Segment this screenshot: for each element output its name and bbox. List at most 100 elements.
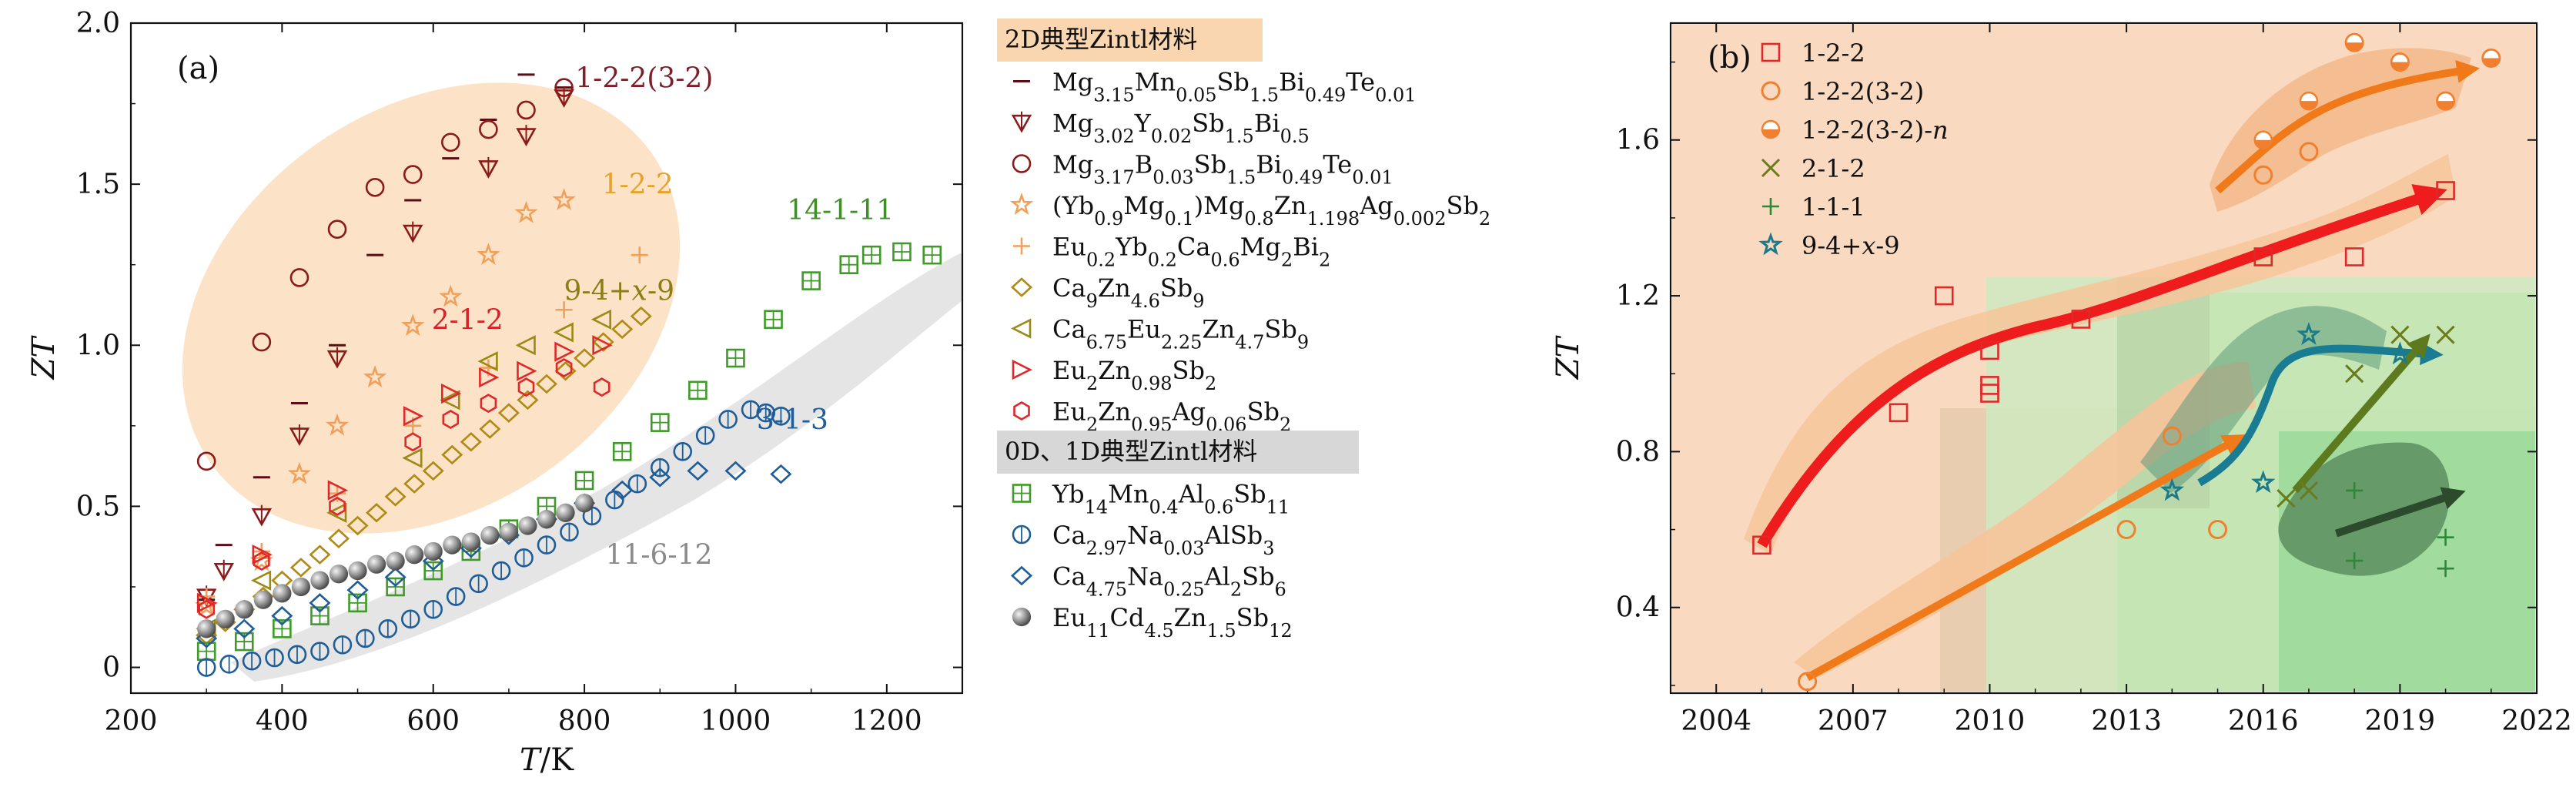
data-point bbox=[517, 390, 539, 411]
legend-label: Ca9Zn4.6Sb9 bbox=[1052, 273, 1205, 312]
data-point bbox=[2299, 91, 2319, 111]
data-point bbox=[403, 406, 424, 427]
data-point bbox=[695, 426, 715, 445]
data-point bbox=[356, 628, 375, 648]
legend-label: Eu11Cd4.5Zn1.5Sb12 bbox=[1052, 603, 1293, 642]
x-tick-label: 600 bbox=[406, 705, 460, 737]
data-point bbox=[724, 461, 747, 481]
data-point bbox=[2344, 33, 2364, 52]
y-tick-label: 1.0 bbox=[76, 330, 120, 361]
data-point bbox=[650, 413, 670, 432]
legend-marker bbox=[1012, 484, 1032, 503]
legend-label: Ca6.75Eu2.25Zn4.7Sb9 bbox=[1052, 315, 1309, 354]
data-point bbox=[250, 570, 272, 591]
series-Eu11Cd4.5Zn1.5Sb12 bbox=[197, 494, 594, 638]
data-point bbox=[861, 245, 882, 265]
legend-marker bbox=[1758, 232, 1783, 256]
data-point bbox=[592, 335, 613, 356]
data-point bbox=[326, 347, 348, 369]
data-point bbox=[198, 599, 215, 619]
data-point bbox=[537, 510, 557, 529]
y-tick-label: 1.5 bbox=[76, 169, 120, 200]
data-point bbox=[2208, 520, 2228, 540]
annotation-label: 2-1-2 bbox=[432, 304, 503, 336]
legend-marker bbox=[1009, 193, 1034, 215]
data-point bbox=[271, 605, 293, 626]
legend-label: Eu2Zn0.98Sb2 bbox=[1052, 356, 1216, 394]
data-point bbox=[535, 374, 558, 394]
band-1-2-2 bbox=[1744, 154, 2456, 555]
legend-label: 1-1-1 bbox=[1802, 193, 1865, 222]
data-point bbox=[593, 377, 611, 397]
data-point bbox=[1980, 340, 1999, 360]
data-point bbox=[574, 471, 594, 491]
data-point bbox=[764, 310, 783, 330]
data-point bbox=[2344, 247, 2364, 266]
legend-label: Yb14Mn0.4Al0.6Sb11 bbox=[1052, 480, 1290, 518]
data-point bbox=[386, 551, 405, 571]
annotation-label: 14-1-11 bbox=[787, 195, 894, 226]
data-point bbox=[2436, 91, 2455, 111]
data-point bbox=[611, 480, 634, 501]
data-point bbox=[253, 590, 273, 609]
data-point bbox=[612, 441, 632, 461]
legend-marker bbox=[1012, 607, 1032, 627]
legend-label: Ca4.75Na0.25Al2Sb6 bbox=[1052, 562, 1286, 601]
data-point bbox=[366, 555, 386, 574]
data-point bbox=[649, 467, 671, 488]
trend-arrow-1-2-2 bbox=[1757, 184, 2447, 548]
data-point bbox=[515, 335, 536, 356]
data-point bbox=[517, 360, 537, 381]
data-point bbox=[514, 548, 534, 568]
data-point bbox=[196, 642, 216, 661]
x-tick-label: 2010 bbox=[1955, 705, 2026, 737]
legend-label: 9-4+x-9 bbox=[1802, 231, 1900, 260]
legend-label: 1-2-2(3-2)-n bbox=[1802, 116, 1949, 145]
legend-label: 1-2-2 bbox=[1802, 39, 1865, 68]
data-point bbox=[477, 243, 500, 265]
data-point bbox=[405, 545, 424, 565]
data-point bbox=[363, 365, 387, 388]
data-point bbox=[329, 496, 346, 516]
data-point bbox=[553, 322, 574, 343]
data-point bbox=[590, 309, 611, 330]
data-point bbox=[1934, 286, 1954, 306]
annotation-label: 3-1-3 bbox=[757, 404, 828, 436]
data-point bbox=[479, 119, 498, 139]
data-point bbox=[2299, 142, 2319, 162]
legend-marker bbox=[1010, 565, 1033, 586]
data-point bbox=[726, 348, 745, 368]
data-point bbox=[326, 502, 347, 523]
region-2d-zintl bbox=[182, 82, 681, 534]
panel-b: 2004 2007 2010 2013 2016 2019 2022 0.4 0.8 1.2 1.6… bbox=[1551, 22, 2572, 737]
data-point bbox=[2159, 478, 2185, 501]
data-point bbox=[219, 655, 239, 674]
data-point bbox=[403, 474, 426, 494]
legend-marker bbox=[1761, 119, 1781, 139]
data-point bbox=[442, 409, 460, 430]
data-point bbox=[461, 532, 480, 551]
data-point bbox=[480, 394, 497, 414]
data-point bbox=[327, 528, 350, 548]
data-point bbox=[404, 432, 421, 452]
data-point bbox=[346, 515, 369, 536]
y-axis-label: ZT bbox=[26, 334, 62, 380]
data-point bbox=[1752, 535, 1771, 555]
x-tick-label: 200 bbox=[105, 705, 158, 737]
trend-arrow-1-1-1 bbox=[2334, 487, 2466, 538]
data-point bbox=[234, 632, 254, 652]
data-point bbox=[556, 503, 575, 522]
legend-marker bbox=[1012, 154, 1032, 173]
data-point bbox=[378, 619, 398, 638]
data-point bbox=[2277, 489, 2296, 508]
data-point bbox=[518, 516, 537, 535]
data-point bbox=[233, 618, 256, 639]
annotation-label: 11-6-12 bbox=[606, 540, 713, 571]
data-point bbox=[252, 545, 273, 565]
data-point bbox=[2437, 560, 2454, 578]
y-tick-label: 1.6 bbox=[1616, 125, 1660, 156]
data-point bbox=[310, 571, 330, 590]
data-point bbox=[517, 377, 535, 397]
legend-marker bbox=[1761, 42, 1781, 62]
